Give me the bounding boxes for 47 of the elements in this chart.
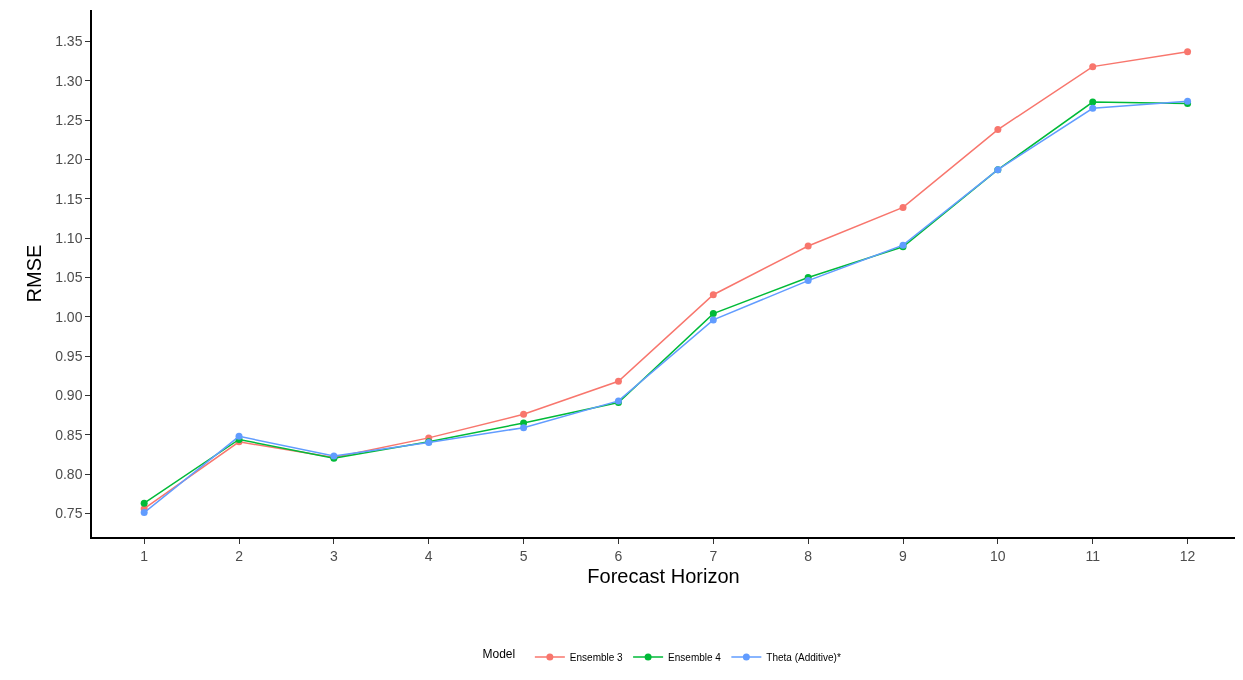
y-tick-label: 0.95 xyxy=(55,347,83,364)
y-tick-label: 1.15 xyxy=(55,190,83,207)
y-tick-label: 1.05 xyxy=(55,269,83,286)
point xyxy=(709,316,717,324)
y-tick-label: 0.80 xyxy=(55,465,83,482)
y-tick-label: 1.25 xyxy=(55,112,83,129)
y-axis-title: RMSE xyxy=(23,244,46,303)
y-tick-label: 1.10 xyxy=(55,230,83,246)
point xyxy=(520,424,528,432)
x-tick-label: 9 xyxy=(899,547,908,564)
point xyxy=(140,509,148,517)
point xyxy=(140,499,148,507)
y-tick-label: 1.00 xyxy=(55,308,83,325)
x-tick-label: 11 xyxy=(1085,547,1101,564)
legend-title: Model xyxy=(482,647,522,661)
legend-label: Ensemble 3 xyxy=(569,651,624,663)
x-axis-title: Forecast Horizon xyxy=(587,564,740,587)
x-tick-label: 1 xyxy=(140,547,149,564)
y-tick-label: 1.30 xyxy=(55,72,83,89)
x-tick-label: 2 xyxy=(235,547,244,564)
point xyxy=(614,377,622,385)
x-tick-label: 8 xyxy=(804,547,813,564)
point xyxy=(1089,63,1097,71)
legend-label: Theta (Additive)* xyxy=(766,651,841,663)
point xyxy=(899,203,907,211)
x-tick-label: 7 xyxy=(709,547,718,564)
x-tick-label: 10 xyxy=(990,547,1006,564)
y-tick-label: 0.85 xyxy=(55,426,83,443)
y-tick-label: 1.35 xyxy=(55,33,83,50)
point xyxy=(709,291,717,299)
point xyxy=(1089,104,1097,112)
x-tick-label: 12 xyxy=(1179,547,1196,564)
point xyxy=(804,277,812,285)
x-tick-label: 6 xyxy=(614,547,623,564)
point xyxy=(994,126,1002,134)
y-tick-label: 0.75 xyxy=(55,505,83,522)
point xyxy=(804,242,812,250)
point xyxy=(709,310,717,318)
legend-label: Ensemble 4 xyxy=(668,651,722,663)
point xyxy=(1184,48,1192,56)
point xyxy=(520,410,528,418)
y-tick-label: 1.20 xyxy=(55,151,83,168)
x-tick-label: 3 xyxy=(329,547,338,564)
y-tick-label: 0.90 xyxy=(55,387,83,404)
x-tick-label: 4 xyxy=(424,547,433,564)
point xyxy=(1089,98,1097,106)
x-tick-label: 5 xyxy=(519,547,528,564)
